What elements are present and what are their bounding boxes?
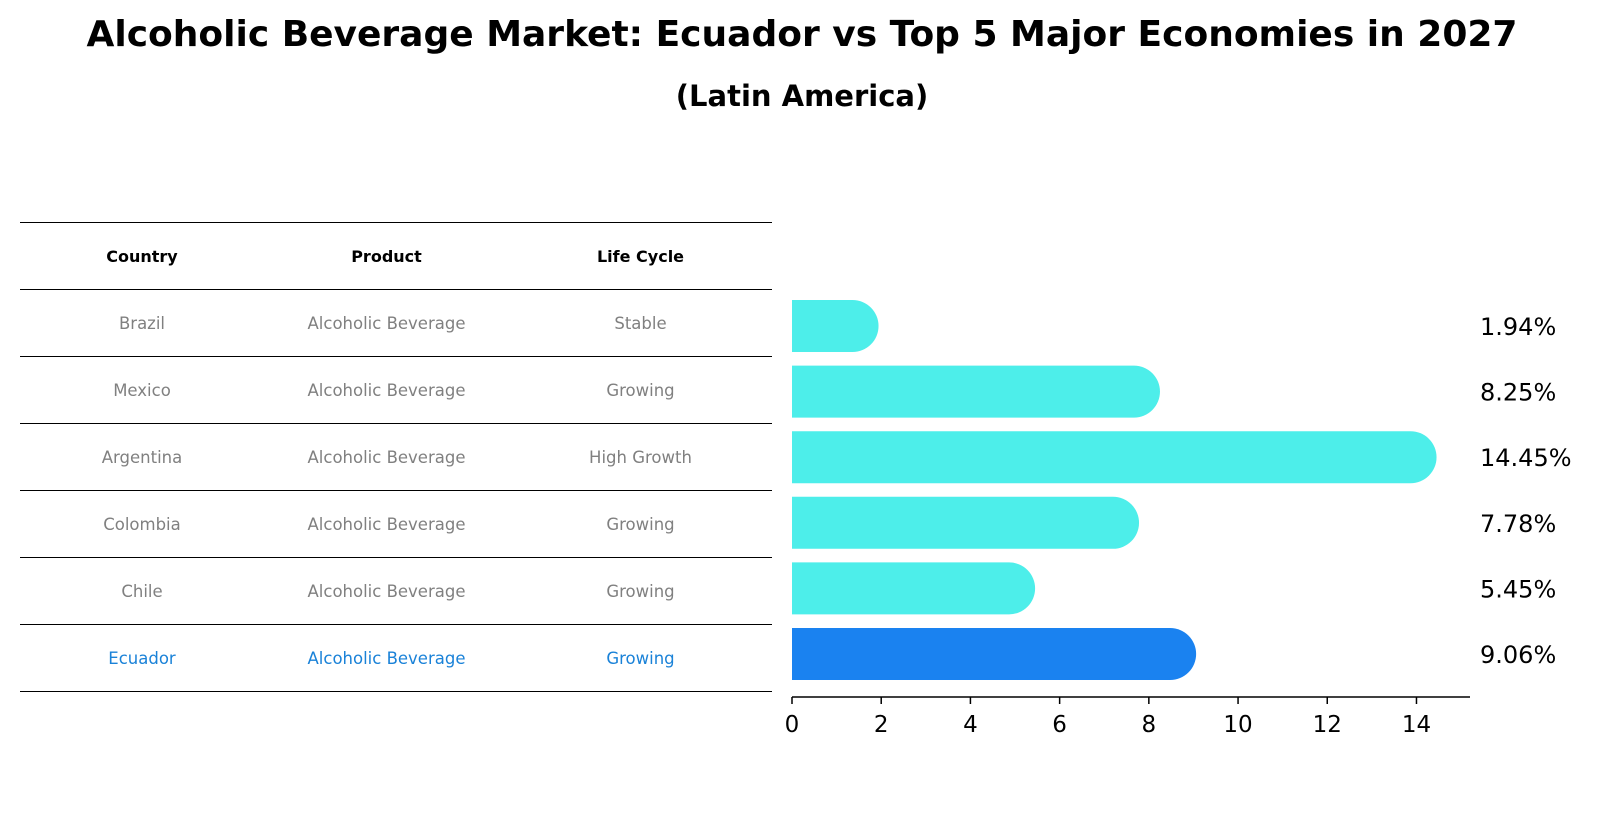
- cell-country: Ecuador: [20, 624, 264, 692]
- cell-product: Alcoholic Beverage: [264, 490, 509, 558]
- cell-product: Alcoholic Beverage: [264, 624, 509, 692]
- table-row: Brazil Alcoholic Beverage Stable: [20, 289, 772, 357]
- bar: [792, 300, 879, 352]
- x-tick-label: 10: [1223, 712, 1252, 738]
- bar: [792, 496, 1140, 549]
- table-row: Chile Alcoholic Beverage Growing: [20, 557, 772, 625]
- header-life-cycle: Life Cycle: [509, 222, 772, 290]
- x-tick-label: 2: [874, 712, 889, 738]
- cell-product: Alcoholic Beverage: [264, 423, 509, 491]
- x-tick-label: 4: [963, 712, 978, 738]
- cell-country: Chile: [20, 557, 264, 625]
- cell-life-cycle: Growing: [509, 356, 772, 424]
- bar-value-label: 5.45%: [1480, 575, 1556, 603]
- bar-value-label: 8.25%: [1480, 379, 1556, 407]
- x-tick-label: 0: [785, 712, 800, 738]
- bar-highlighted: [792, 628, 1197, 680]
- cell-country: Mexico: [20, 356, 264, 424]
- data-table: Country Product Life Cycle Brazil Alcoho…: [20, 222, 772, 692]
- cell-life-cycle: Growing: [509, 624, 772, 692]
- cell-country: Colombia: [20, 490, 264, 558]
- x-tick-label: 14: [1402, 712, 1431, 738]
- cell-product: Alcoholic Beverage: [264, 356, 509, 424]
- bar-value-label: 9.06%: [1480, 641, 1556, 669]
- bar: [792, 562, 1036, 615]
- cell-country: Argentina: [20, 423, 264, 491]
- bar-value-label: 14.45%: [1480, 444, 1572, 472]
- x-tick-label: 6: [1052, 712, 1067, 738]
- cell-life-cycle: High Growth: [509, 423, 772, 491]
- header-product: Product: [264, 222, 509, 290]
- bar: [792, 365, 1160, 418]
- x-tick-label: 8: [1142, 712, 1157, 738]
- bar-value-label: 7.78%: [1480, 510, 1556, 538]
- cell-country: Brazil: [20, 289, 264, 357]
- table-row-highlighted: Ecuador Alcoholic Beverage Growing: [20, 624, 772, 692]
- cell-product: Alcoholic Beverage: [264, 289, 509, 357]
- chart-title: Alcoholic Beverage Market: Ecuador vs To…: [86, 14, 1518, 55]
- bar-value-label: 1.94%: [1480, 313, 1556, 341]
- cell-product: Alcoholic Beverage: [264, 557, 509, 625]
- table-row: Mexico Alcoholic Beverage Growing: [20, 356, 772, 424]
- table-row: Argentina Alcoholic Beverage High Growth: [20, 423, 772, 491]
- cell-life-cycle: Growing: [509, 557, 772, 625]
- chart-subtitle: (Latin America): [675, 79, 929, 113]
- table-header-row: Country Product Life Cycle: [20, 222, 772, 290]
- table-row: Colombia Alcoholic Beverage Growing: [20, 490, 772, 558]
- country-table: Country Product Life Cycle Brazil Alcoho…: [20, 222, 772, 692]
- x-tick-label: 12: [1313, 712, 1342, 738]
- header-country: Country: [20, 222, 264, 290]
- bar: [792, 431, 1437, 484]
- cell-life-cycle: Growing: [509, 490, 772, 558]
- cell-life-cycle: Stable: [509, 289, 772, 357]
